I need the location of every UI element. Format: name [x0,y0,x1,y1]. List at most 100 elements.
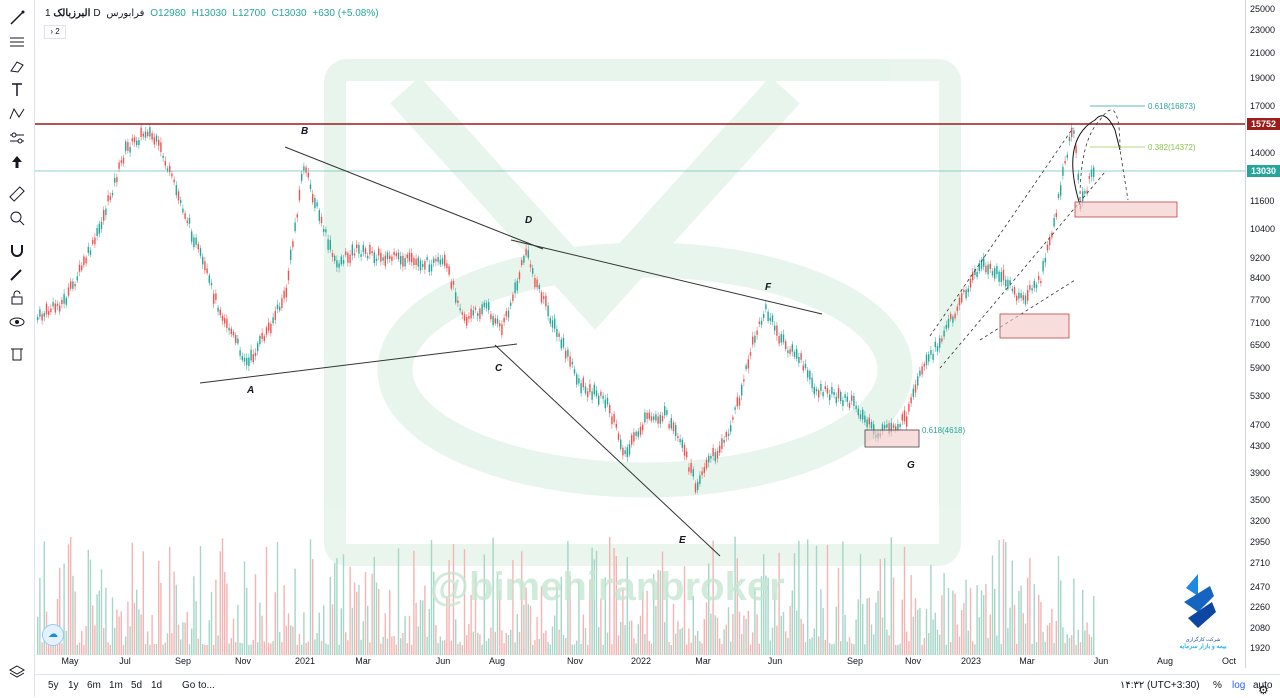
volume-bar [831,644,833,655]
volume-bar [914,598,917,655]
time-axis[interactable]: May Jul Sep Nov 2021 Mar Jun Aug Nov 2022 Mar Jun Se… [35,656,1245,668]
volume-bar [1024,623,1027,655]
volume-bar [250,644,252,655]
clock-readout[interactable]: ۱۴:۳۲ (UTC+3:30) [1120,680,1200,691]
volume-bar [569,575,571,655]
volume-bar [758,643,760,655]
volume-bar [906,631,908,655]
volume-bar [587,644,589,655]
collapse-indicators-button[interactable]: › 2 [44,25,66,39]
volume-bar [257,642,259,655]
volume-bar [287,613,290,655]
price-tag-15752: 15752 [1247,118,1280,130]
pattern-icon[interactable] [5,104,29,124]
text-icon[interactable] [5,80,29,100]
interval-label[interactable]: 1D [45,8,101,19]
volume-bar [177,624,180,655]
volume-bar [448,559,450,655]
symbol-legend: البرزبالک 1D فرابورس O12980 H13030 L1270… [45,8,382,19]
volume-bar [184,622,186,655]
volume-bar [646,590,648,655]
volume-bar [879,559,881,655]
range-5y-button[interactable]: 5y [48,680,59,691]
price-tick: 5300 [1250,391,1271,401]
arrow-up-icon[interactable] [5,152,29,172]
volume-bar [235,642,237,655]
cloud-icon[interactable]: ☁ [42,624,64,646]
volume-bar [356,591,358,655]
volume-bar [547,641,549,655]
logo-line1: شرکت کارگزاری [1185,637,1221,643]
symbol-name[interactable]: البرزبالک [53,8,91,19]
volume-bar [769,640,771,655]
volume-bar [851,643,853,655]
volume-bar [334,562,336,655]
range-5d-button[interactable]: 5d [131,680,143,691]
wave-label-g: G [907,460,915,471]
range-6m-button[interactable]: 6m [87,680,101,691]
volume-bar [1088,634,1090,655]
volume-bar [351,607,353,655]
trend-line-icon[interactable] [5,32,29,52]
price-tick: 3200 [1250,516,1271,526]
range-1y-button[interactable]: 1y [68,680,79,691]
log-toggle[interactable]: log [1232,680,1246,691]
lock-icon[interactable] [5,288,29,308]
volume-bar [481,644,483,655]
volume-bar [890,537,892,655]
volume-bar [655,605,657,655]
ruler-icon[interactable] [5,184,29,204]
volume-bar [870,624,873,655]
low-value: L12700 [232,8,266,19]
fib-label-4618: 0.618(4618) [922,426,965,435]
volume-bar [400,638,402,655]
volume-bar [325,643,327,655]
eye-icon[interactable] [5,312,29,332]
volume-bar [402,633,404,655]
volume-bar [210,592,213,655]
pencil-lock-icon[interactable] [5,264,29,284]
volume-bar [969,588,972,655]
magnet-icon[interactable] [5,240,29,260]
volume-bar [747,610,749,655]
volume-bar [1011,560,1013,655]
volume-bar [956,624,958,655]
volume-bar [866,598,868,655]
volume-bar [1038,594,1040,655]
price-axis[interactable]: 25000 23000 21000 19000 17000 15752 14000 13030… [1245,0,1280,668]
volume-bar [844,614,846,655]
zoom-icon[interactable] [5,208,29,228]
volume-bar [111,597,114,655]
volume-bar [360,639,362,655]
volume-bar [591,547,593,655]
volume-bar [270,643,272,655]
layers-icon[interactable] [5,662,29,682]
range-1d-button[interactable]: 1d [151,680,163,691]
volume-bar [756,614,758,655]
price-tick: 7100 [1250,318,1271,328]
volume-bar [963,603,965,655]
volume-bar [391,636,393,655]
measure-icon[interactable] [5,128,29,148]
percent-toggle[interactable]: % [1213,680,1222,691]
price-tick: 3500 [1250,495,1271,505]
volume-bar [523,604,525,655]
price-tick: 10400 [1250,224,1276,234]
range-1m-button[interactable]: 1m [109,680,123,691]
volume-bar [133,602,136,655]
cursor-icon[interactable] [5,8,29,28]
volume-bar [52,638,54,655]
volume-bar [820,589,822,655]
trash-icon[interactable] [5,344,29,364]
volume-bar [952,590,954,655]
volume-bar [452,544,455,655]
volume-bar [864,644,866,655]
volume-bar [549,644,551,655]
brush-icon[interactable] [5,56,29,76]
goto-button[interactable]: Go to... [182,680,215,691]
volume-bar [419,600,422,655]
settings-gear-icon[interactable]: ⚙ [1258,683,1269,697]
volume-bar [1082,589,1084,655]
price-chart[interactable]: A B C D E F G 0.618(16873) 0.382(14372) … [35,0,1245,668]
auto-toggle[interactable]: auto [1253,680,1273,691]
